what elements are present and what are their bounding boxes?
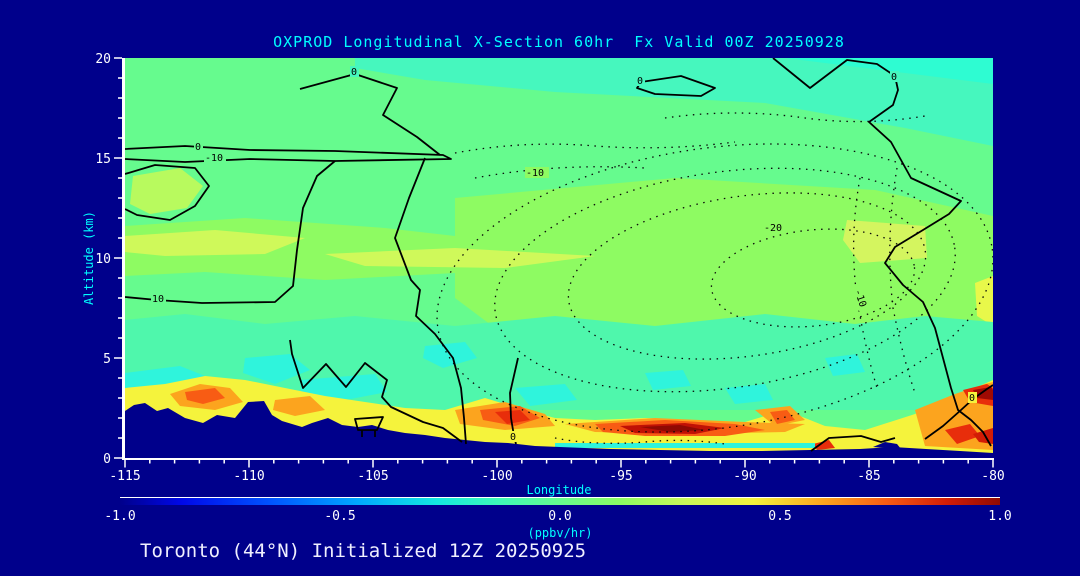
colorbar-tick: 0.5	[768, 509, 792, 524]
contour-label: 10	[152, 294, 164, 305]
y-tick-label: 5	[103, 352, 111, 367]
contour-label: 0	[637, 76, 643, 87]
filled-contours	[125, 58, 993, 459]
solid-contours	[125, 58, 993, 452]
chart-title: OXPROD Longitudinal X-Section 60hr Fx Va…	[273, 33, 845, 51]
contour-label: 0	[891, 72, 897, 83]
x-axis-title: Longitude	[526, 483, 591, 497]
contour-label: 0	[510, 432, 516, 443]
x-tick-label: -115	[109, 469, 140, 484]
contour-plot: 0 -10 0 10 0 0 0 0 -10	[80, 50, 1030, 520]
y-tick-label: 15	[95, 152, 111, 167]
x-tick-label: -85	[857, 469, 880, 484]
x-axis-tick-labels: -115 -110 -105 -100 -95 -90 -85 -80	[109, 469, 1004, 484]
contour-label: -20	[764, 223, 782, 234]
x-tick-label: -90	[733, 469, 756, 484]
colorbar-units-label: (ppbv/hr)	[527, 526, 593, 540]
axes: -115 -110 -105 -100 -95 -90 -85 -80 0 5 …	[82, 52, 1005, 497]
colorbar-tick: 0.0	[548, 509, 572, 524]
contour-label: -10	[852, 288, 868, 309]
y-axis-title: Altitude (km)	[82, 211, 96, 305]
contour-label: -10	[205, 153, 223, 164]
x-tick-label: -100	[481, 469, 512, 484]
contour-label: 0	[195, 142, 201, 153]
x-tick-label: -95	[609, 469, 632, 484]
init-info-text: Toronto (44°N) Initialized 12Z 20250925	[140, 540, 587, 562]
colorbar-tick: 1.0	[988, 509, 1012, 524]
colorbar-tick: -0.5	[324, 509, 356, 524]
colorbar	[120, 497, 1000, 505]
plot-svg: 0 -10 0 10 0 0 0 0 -10	[82, 52, 1005, 497]
x-axis-ticks	[124, 460, 994, 468]
y-tick-label: 0	[103, 452, 111, 467]
y-axis-ticks	[114, 57, 122, 459]
y-tick-label: 10	[95, 252, 111, 267]
x-tick-label: -105	[357, 469, 388, 484]
contour-label: -10	[526, 168, 544, 179]
contour-label: 0	[351, 67, 357, 78]
colorbar-tick: -1.0	[104, 509, 136, 524]
y-axis-tick-labels: 0 5 10 15 20	[95, 52, 111, 467]
x-tick-label: -110	[233, 469, 264, 484]
x-tick-label: -80	[981, 469, 1004, 484]
terrain-silhouette	[125, 401, 993, 459]
contour-label: 0	[969, 393, 975, 404]
x-axis-line	[122, 458, 994, 460]
dotted-contours	[436, 112, 993, 445]
y-tick-label: 20	[95, 52, 111, 67]
plot-area: 0 -10 0 10 0 0 0 0 -10	[125, 58, 993, 459]
y-axis-line	[122, 58, 125, 459]
contour-labels: 0 -10 0 10 0 0 0 0 -10	[151, 66, 977, 443]
